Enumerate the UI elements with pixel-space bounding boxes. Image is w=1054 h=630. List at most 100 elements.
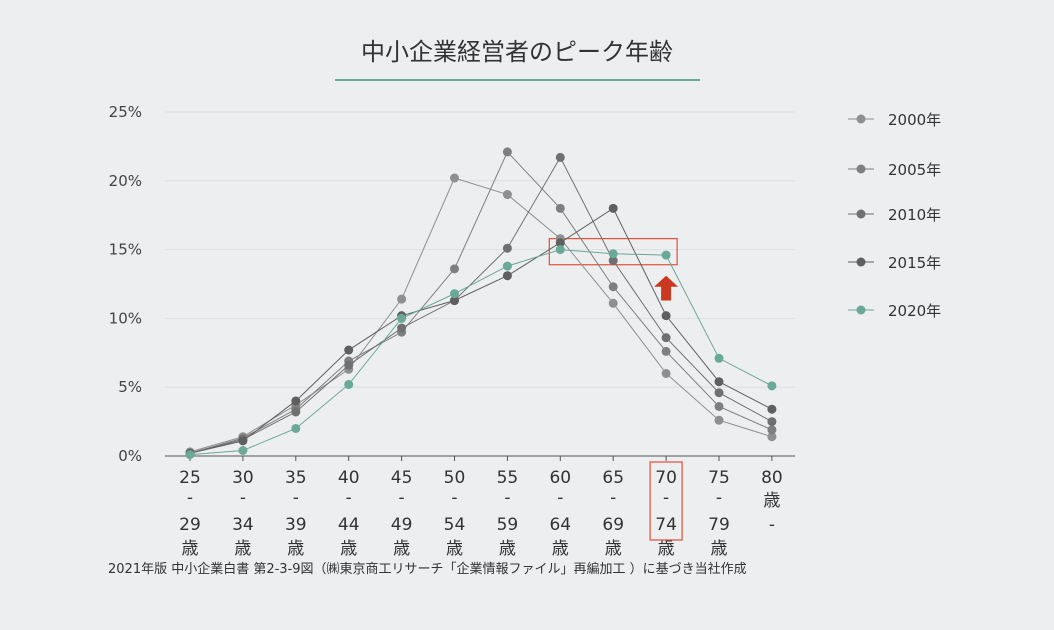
x-tick-label: 49 — [391, 515, 413, 535]
x-tick-label: - — [557, 488, 563, 508]
series-2 — [185, 152, 777, 458]
x-tick-label: 歳 — [499, 539, 516, 559]
data-point — [608, 282, 618, 292]
x-tick-label: - — [293, 488, 299, 508]
x-tick-label: 40 — [338, 468, 360, 488]
data-point — [714, 388, 724, 398]
data-point — [185, 450, 195, 460]
data-point — [502, 243, 512, 253]
x-tick-label: - — [663, 488, 669, 508]
y-axis-ticks: 0% 5% 10% 15% 20% 25% — [109, 103, 142, 465]
legend-item: 2020年 — [848, 302, 941, 320]
x-tick-label: 74 — [655, 515, 677, 535]
data-point — [450, 264, 459, 274]
legend-item: 2005年 — [848, 161, 941, 179]
legend-label: 2015年 — [888, 254, 941, 272]
legend-item: 2000年 — [848, 111, 941, 129]
x-tick-label: 歳 — [763, 491, 780, 511]
highlight-box-xlabel — [649, 461, 683, 541]
x-tick-label: 64 — [549, 515, 571, 535]
x-tick-label: - — [610, 488, 616, 508]
x-tick-label: 55 — [497, 468, 519, 488]
data-point — [502, 271, 512, 281]
x-tick-label: - — [504, 488, 510, 508]
legend-label: 2020年 — [888, 302, 941, 320]
data-point — [450, 289, 459, 299]
series-line — [189, 156, 773, 454]
x-tick-label: 75 — [708, 468, 730, 488]
source-note: 2021年版 中小企業白書 第2-3-9図（㈱東京商工リサーチ「企業情報ファイル… — [108, 561, 747, 577]
x-tick-label: 歳 — [340, 539, 357, 559]
x-tick-label: 歳 — [182, 539, 199, 559]
data-point — [714, 353, 724, 363]
data-point — [450, 173, 459, 183]
data-point — [344, 379, 354, 389]
data-point — [397, 294, 407, 304]
data-point — [767, 404, 777, 414]
x-tick-label: 29 — [179, 515, 201, 535]
data-point — [555, 245, 565, 255]
gridlines — [165, 111, 795, 388]
x-axis-ticks: 25-29歳30-34歳35-39歳40-44歳45-49歳50-54歳55-5… — [179, 468, 783, 559]
data-point — [397, 323, 407, 333]
series-4 — [185, 245, 777, 460]
data-point — [344, 345, 354, 355]
data-point — [291, 396, 301, 406]
x-tick-label: 25 — [179, 468, 201, 488]
data-point — [397, 313, 407, 323]
x-tick-label: - — [187, 488, 193, 508]
data-point — [238, 436, 248, 446]
data-point — [555, 152, 565, 162]
series-3 — [185, 203, 777, 458]
data-point — [661, 311, 671, 321]
legend-marker — [856, 114, 866, 124]
data-point — [767, 417, 777, 427]
x-tick-label: 70 — [655, 468, 677, 488]
x-tick-label: - — [451, 488, 457, 508]
x-tick-label: 59 — [497, 515, 519, 535]
up-arrow-icon — [654, 275, 679, 301]
legend-item: 2015年 — [848, 254, 941, 272]
x-tick-label: 69 — [602, 515, 624, 535]
x-tick-label: 歳 — [287, 539, 304, 559]
x-tick-label: 歳 — [605, 539, 622, 559]
legend-label: 2000年 — [888, 111, 941, 129]
x-tick-label: 歳 — [234, 539, 251, 559]
x-tick-label: - — [769, 515, 775, 535]
data-point — [555, 203, 565, 213]
data-point — [608, 249, 618, 259]
data-point — [502, 190, 512, 200]
data-point — [767, 425, 777, 435]
legend-marker — [856, 305, 866, 315]
x-tick-label: 歳 — [552, 539, 569, 559]
legend-label: 2010年 — [888, 206, 941, 224]
x-tick-label: 歳 — [711, 539, 728, 559]
data-point — [608, 256, 618, 266]
data-point — [608, 298, 618, 308]
data-point — [344, 360, 354, 370]
x-tick-label: 34 — [232, 515, 254, 535]
y-tick-label: 5% — [118, 378, 142, 396]
x-tick-label: 歳 — [446, 539, 463, 559]
y-tick-label: 20% — [109, 172, 142, 190]
data-point — [661, 346, 671, 356]
x-tick-label: 歳 — [658, 539, 675, 559]
series-line — [189, 249, 773, 456]
data-point — [714, 401, 724, 411]
data-point — [767, 381, 777, 391]
data-point — [555, 238, 565, 248]
data-point — [291, 423, 301, 433]
y-tick-label: 15% — [109, 241, 142, 259]
data-point — [767, 432, 777, 442]
x-tick-label: 歳 — [393, 539, 410, 559]
data-point — [502, 261, 512, 271]
x-tick-label: 39 — [285, 515, 307, 535]
data-point — [238, 445, 248, 455]
y-tick-label: 10% — [109, 309, 142, 327]
y-tick-label: 25% — [109, 103, 142, 121]
x-tick-label: 44 — [338, 515, 360, 535]
y-tick-label: 0% — [118, 447, 142, 465]
legend-item: 2010年 — [848, 206, 941, 224]
data-point — [502, 147, 512, 157]
